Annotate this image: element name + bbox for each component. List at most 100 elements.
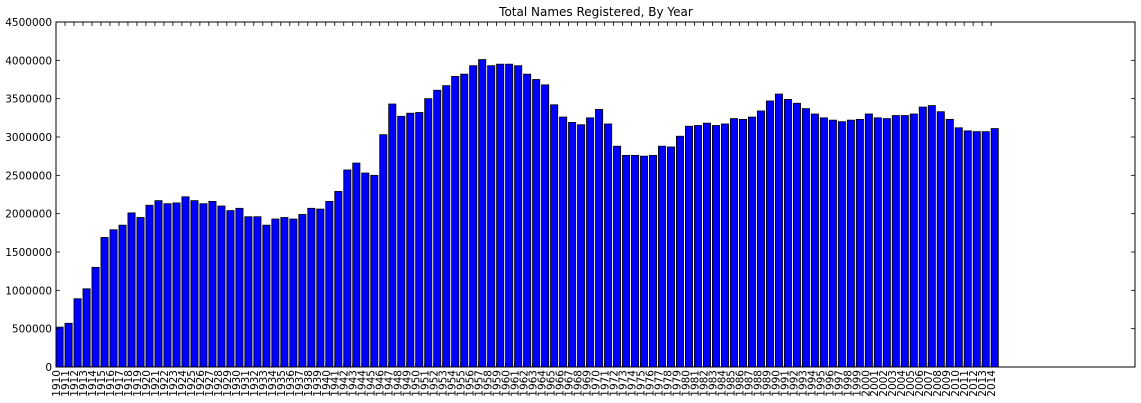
x-tick-label: 1978 [662,370,674,397]
bar-1934 [271,218,280,368]
y-axis: 0 500000 1000000 1500000 2000000 2500000 30000… [5,17,1135,374]
x-tick-label: 1911 [60,370,72,397]
x-tick-label: 1922 [159,370,171,397]
bar-1938 [307,207,316,368]
bar-1953 [442,85,451,368]
bar-1957 [478,59,487,368]
bar-1950 [415,112,424,368]
bar-2012 [972,131,981,368]
x-tick-label: 1982 [698,370,710,397]
x-tick-label: 1931 [240,370,252,397]
bar-1976 [649,154,658,368]
bar-1985 [729,118,738,368]
x-tick-label: 1952 [429,370,441,397]
chart-title: Total Names Registered, By Year [498,5,693,19]
x-tick-label: 1973 [617,370,629,397]
x-tick-label: 1985 [725,370,737,397]
bar-1994 [810,113,819,368]
bar-1991 [783,99,792,368]
bar-1982 [703,122,711,368]
bar-1944 [361,172,370,368]
x-tick-label: 1959 [492,370,504,397]
bar-1972 [613,145,622,368]
x-tick-label: 1980 [680,370,692,397]
bars-group [55,59,999,368]
bar-1922 [163,203,172,368]
bar-1929 [226,210,235,368]
bar-1951 [424,98,433,368]
bar-2001 [873,117,882,368]
bar-1984 [720,123,729,368]
x-tick-label: 1951 [420,370,432,397]
x-tick-label: 1984 [716,370,728,397]
bar-1955 [460,73,469,368]
x-tick-label: 2007 [923,370,935,397]
bar-2006 [918,106,927,368]
x-tick-label: 1957 [474,370,486,397]
bar-1921 [154,200,163,368]
bar-1989 [765,100,774,368]
x-tick-label: 2004 [896,370,908,397]
x-tick-label: 1916 [105,370,117,397]
x-tick-label: 1946 [375,370,387,397]
bar-1954 [451,76,460,368]
bar-1958 [487,65,496,368]
x-tick-label: 1926 [195,370,207,397]
x-tick-label: 1988 [752,370,764,397]
x-tick-label: 1917 [114,370,126,397]
x-tick-label: 1915 [96,370,108,397]
x-tick-label: 1930 [231,370,243,397]
bar-1973 [622,154,631,368]
x-tick-label: 1995 [815,370,827,397]
bar-1971 [604,123,613,368]
x-tick-label: 1936 [285,370,297,397]
x-tick-label: 1947 [384,370,396,397]
bar-1930 [235,207,244,368]
bar-1978 [667,146,676,368]
bar-1969 [586,117,595,368]
bar-1926 [199,203,208,368]
bar-1935 [280,217,289,368]
bar-1995 [819,117,828,368]
x-tick-label: 1987 [743,370,755,397]
x-tick-label: 1996 [824,370,836,397]
bar-1965 [550,104,559,368]
bar-1932 [253,216,262,368]
x-tick-label: 1918 [123,370,135,397]
x-tick-label: 1954 [447,370,459,397]
x-tick-label: 1961 [510,370,522,397]
bar-2014 [990,128,999,368]
bar-1963 [532,79,541,368]
bar-1980 [685,125,694,368]
x-tick-label: 1975 [635,370,647,397]
x-tick-label: 2008 [932,370,944,397]
y-tick-label: 4500000 [5,17,52,29]
bar-1917 [118,224,127,368]
y-tick-label: 4000000 [5,55,52,67]
x-tick-label: 1977 [653,370,665,397]
x-tick-label: 1972 [608,370,620,397]
bar-1959 [496,63,505,368]
bar-1937 [298,214,307,368]
x-tick-label: 1958 [483,370,495,397]
bar-1941 [334,191,343,368]
x-tick-label: 1942 [339,370,351,397]
x-tick-label: 1950 [411,370,423,397]
x-tick-label: 1981 [689,370,701,397]
bar-2010 [954,127,963,368]
bar-1998 [846,119,855,368]
x-tick-label: 1989 [761,370,773,397]
x-tick-label: 1964 [537,370,549,397]
x-tick-label: 1966 [555,370,567,397]
x-tick-label: 1970 [591,370,603,397]
bar-2008 [936,111,945,368]
bar-2000 [864,113,873,368]
x-tick-label: 1949 [402,370,414,397]
bar-1910 [55,326,64,368]
bar-1988 [756,110,765,368]
x-tick-label: 1990 [770,370,782,397]
x-tick-label: 2000 [860,370,872,397]
bar-1936 [289,218,298,368]
bar-2004 [900,115,909,368]
x-tick-label: 1960 [501,370,513,397]
